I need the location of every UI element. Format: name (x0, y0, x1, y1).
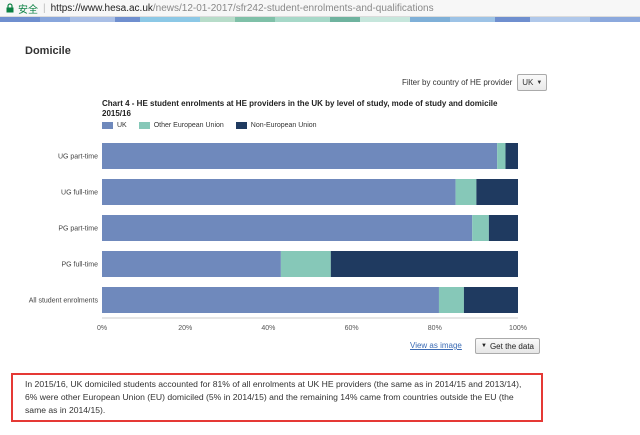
bar-pg-part-time-uk[interactable] (102, 215, 473, 241)
url-host[interactable]: https://www.hesa.ac.uk (50, 2, 153, 14)
highlight-box (11, 373, 543, 422)
legend-label-other-eu: Other European Union (153, 122, 224, 129)
bar-pg-full-time-non-european-union[interactable] (330, 251, 518, 277)
legend-label-non-eu: Non-European Union (250, 122, 317, 129)
x-tick-label: 100% (509, 325, 527, 332)
legend-swatch-uk (102, 122, 113, 129)
bar-pg-part-time-other-european-union[interactable] (472, 215, 489, 241)
legend-swatch-other-eu (138, 122, 150, 129)
x-tick-label: 60% (345, 325, 359, 332)
bar-ug-part-time-other-european-union[interactable] (497, 143, 506, 169)
x-tick-label: 40% (261, 325, 275, 332)
get-data-label: Get the data (489, 341, 534, 351)
legend-label-uk: UK (117, 122, 127, 129)
x-tick-label: 0% (97, 325, 107, 332)
secure-label: 安全 (18, 4, 38, 16)
bar-pg-part-time-non-european-union[interactable] (488, 215, 518, 241)
legend-item-non-eu: Non-European Union (235, 122, 317, 129)
bar-all-student-enrolments-other-european-union[interactable] (438, 287, 464, 313)
legend-item-other-eu: Other European Union (138, 122, 224, 129)
url-path[interactable]: /news/12-01-2017/sfr242-student-enrolmen… (152, 2, 434, 14)
bar-ug-full-time-non-european-union[interactable] (476, 179, 518, 205)
country-select[interactable]: UK ▼ (517, 74, 548, 91)
site-color-stripe (0, 17, 640, 22)
bar-all-student-enrolments-uk[interactable] (102, 287, 439, 313)
category-label: PG part-time (58, 226, 98, 233)
category-label: UG full-time (61, 190, 98, 197)
chart-legend: UK Other European Union Non-European Uni… (102, 122, 329, 129)
category-label: All student enrolments (29, 298, 99, 305)
bar-ug-part-time-non-european-union[interactable] (505, 143, 518, 169)
bar-pg-full-time-uk[interactable] (102, 251, 281, 277)
address-bar[interactable]: 安全 | https://www.hesa.ac.uk /news/12-01-… (0, 0, 640, 17)
address-separator: | (43, 2, 46, 14)
chevron-down-icon: ▼ (536, 79, 543, 86)
x-tick-label: 20% (178, 325, 192, 332)
country-filter: Filter by country of HE provider UK ▼ (402, 74, 548, 91)
chevron-down-icon: ▼ (481, 343, 487, 349)
legend-swatch-non-eu (235, 122, 247, 129)
get-data-button[interactable]: ▼ Get the data (475, 338, 540, 354)
bar-ug-part-time-uk[interactable] (102, 143, 498, 169)
bar-ug-full-time-other-european-union[interactable] (455, 179, 477, 205)
legend-item-uk: UK (102, 122, 127, 129)
country-select-value: UK (522, 78, 534, 87)
bar-all-student-enrolments-non-european-union[interactable] (463, 287, 518, 313)
lock-icon (4, 2, 16, 14)
view-as-image-link[interactable]: View as image (410, 341, 462, 350)
filter-label: Filter by country of HE provider (402, 78, 513, 87)
x-tick-label: 80% (428, 325, 442, 332)
category-label: PG full-time (61, 262, 98, 269)
chart-title: Chart 4 - HE student enrolments at HE pr… (102, 99, 498, 118)
category-label: UG part-time (58, 154, 98, 161)
bar-pg-full-time-other-european-union[interactable] (280, 251, 331, 277)
summary-paragraph: In 2015/16, UK domiciled students accoun… (25, 379, 522, 415)
section-heading: Domicile (25, 45, 71, 57)
bar-ug-full-time-uk[interactable] (102, 179, 456, 205)
